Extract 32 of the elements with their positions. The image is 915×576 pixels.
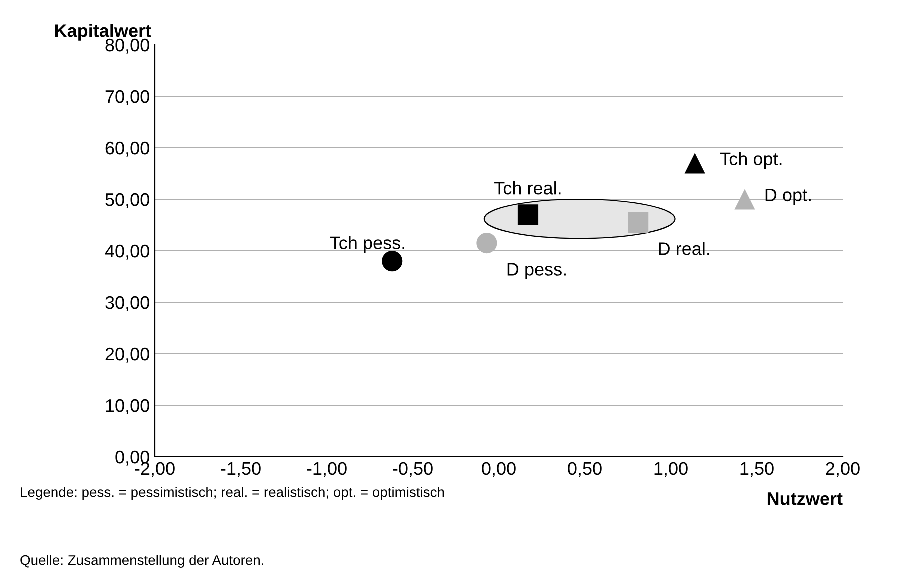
- x-axis-title: Nutzwert: [768, 492, 843, 506]
- point: [734, 189, 756, 210]
- y-tick-label: 40,00: [105, 244, 150, 260]
- point: [628, 212, 649, 233]
- x-tick-label: 1,00: [654, 462, 688, 478]
- x-tick-label: -1,00: [307, 462, 347, 478]
- x-tick-label: -1,50: [221, 462, 261, 478]
- y-tick-label: 70,00: [106, 90, 150, 106]
- x-tick-label: 0,00: [482, 462, 516, 478]
- y-tick-label: 30,00: [106, 296, 150, 312]
- x-tick-label: 1,50: [740, 462, 774, 478]
- point: [518, 204, 539, 226]
- y-axis-title: Kapitalwert: [55, 24, 152, 41]
- series-label: D real.: [659, 242, 710, 256]
- y-tick-label: 80,00: [106, 38, 150, 54]
- x-tick-label: 0,50: [568, 462, 602, 478]
- series-label: Tch real.: [494, 182, 561, 195]
- series-label: D pess.: [508, 263, 566, 280]
- series-label: Tch pess.: [330, 236, 404, 254]
- series-label: Tch opt.: [720, 152, 782, 170]
- y-tick-label: 20,00: [106, 348, 150, 363]
- y-tick-label: 10,00: [106, 399, 150, 414]
- source-note: Quelle: Zusammenstellung der Autoren.: [20, 555, 264, 568]
- series-label: D opt.: [766, 188, 811, 206]
- x-tick-label: 2,00: [826, 462, 860, 478]
- point: [684, 153, 706, 174]
- text: Legende: pess. = pessimistisch; real. = realistisch; opt. = optimistisch: [21, 487, 444, 500]
- y-tick-label: 60,00: [106, 142, 150, 157]
- point: [476, 232, 498, 254]
- x-tick-label: -0,50: [393, 462, 433, 478]
- point: [382, 251, 403, 272]
- y-tick-label: 50,00: [106, 193, 150, 208]
